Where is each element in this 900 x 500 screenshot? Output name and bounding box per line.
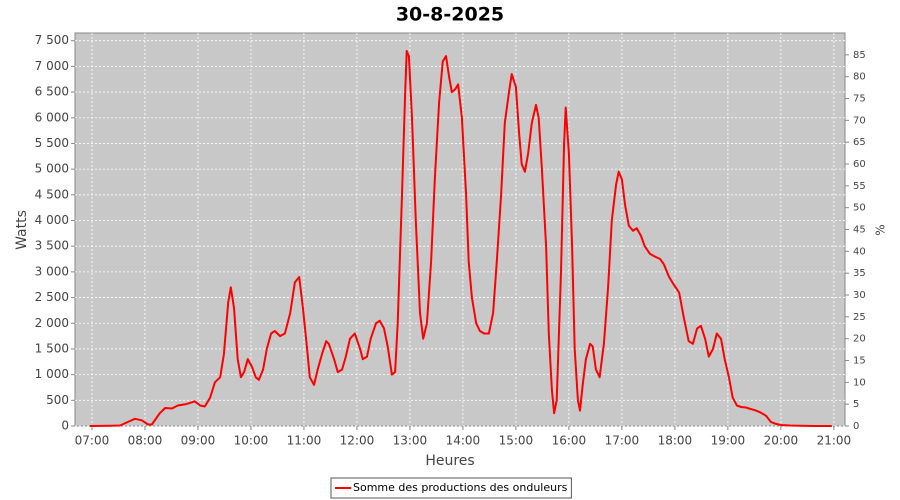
x-tick-label: 14:00 (446, 434, 481, 448)
y-tick-label: 5 000 (35, 162, 69, 176)
y2-tick-label: 30 (853, 290, 866, 301)
y2-axis-label: % (874, 224, 888, 235)
y-tick-label: 4 500 (35, 187, 69, 201)
x-tick-label: 18:00 (658, 434, 693, 448)
y-tick-label: 3 500 (35, 239, 69, 253)
y-tick-label: 4 000 (35, 213, 69, 227)
y-axis-label: Watts (14, 210, 30, 250)
legend-box (330, 477, 572, 499)
y2-tick-label: 45 (853, 225, 866, 236)
y2-tick-label: 0 (853, 421, 859, 432)
x-tick-label: 10:00 (234, 434, 269, 448)
x-tick-label: 15:00 (499, 434, 534, 448)
y-tick-label: 0 (61, 419, 69, 433)
y-tick-label: 2 500 (35, 290, 69, 304)
series-line (89, 50, 832, 427)
y2-tick-label: 15 (853, 356, 866, 367)
y2-tick-label: 25 (853, 312, 866, 323)
y2-tick-label: 60 (853, 159, 866, 170)
y2-tick-label: 40 (853, 246, 866, 257)
y2-tick-label: 75 (853, 94, 866, 105)
x-tick-label: 09:00 (181, 434, 216, 448)
x-tick-label: 16:00 (552, 434, 587, 448)
x-tick-label: 19:00 (711, 434, 746, 448)
y-tick-label: 1 500 (35, 341, 69, 355)
y-tick-label: 3 000 (35, 264, 69, 278)
y2-tick-label: 70 (853, 115, 866, 126)
x-tick-label: 17:00 (605, 434, 640, 448)
y-tick-label: 7 500 (35, 33, 69, 47)
x-tick-label: 07:00 (75, 434, 110, 448)
y2-tick-label: 55 (853, 181, 866, 192)
y-tick-label: 5 500 (35, 136, 69, 150)
y2-tick-label: 20 (853, 334, 866, 345)
y2-tick-label: 10 (853, 377, 866, 388)
y-tick-label: 2 000 (35, 316, 69, 330)
y2-tick-label: 85 (853, 50, 866, 61)
x-tick-label: 21:00 (817, 434, 852, 448)
x-axis-label: Heures (425, 453, 474, 469)
chart-title: 30-8-2025 (396, 4, 504, 26)
y-tick-label: 500 (46, 393, 69, 407)
y2-tick-label: 35 (853, 268, 866, 279)
x-tick-label: 13:00 (393, 434, 428, 448)
x-tick-label: 12:00 (340, 434, 375, 448)
y2-tick-label: 65 (853, 137, 866, 148)
y-tick-label: 1 000 (35, 367, 69, 381)
x-tick-label: 20:00 (764, 434, 799, 448)
y-tick-label: 7 000 (35, 59, 69, 73)
x-tick-label: 08:00 (128, 434, 163, 448)
y-tick-label: 6 000 (35, 110, 69, 124)
y2-tick-label: 50 (853, 203, 866, 214)
y-tick-label: 6 500 (35, 85, 69, 99)
legend: Somme des productions des onduleurs (330, 477, 572, 499)
y2-tick-label: 5 (853, 399, 859, 410)
legend-label: Somme des productions des onduleurs (353, 481, 568, 494)
y2-tick-label: 80 (853, 72, 866, 83)
x-tick-label: 11:00 (287, 434, 322, 448)
